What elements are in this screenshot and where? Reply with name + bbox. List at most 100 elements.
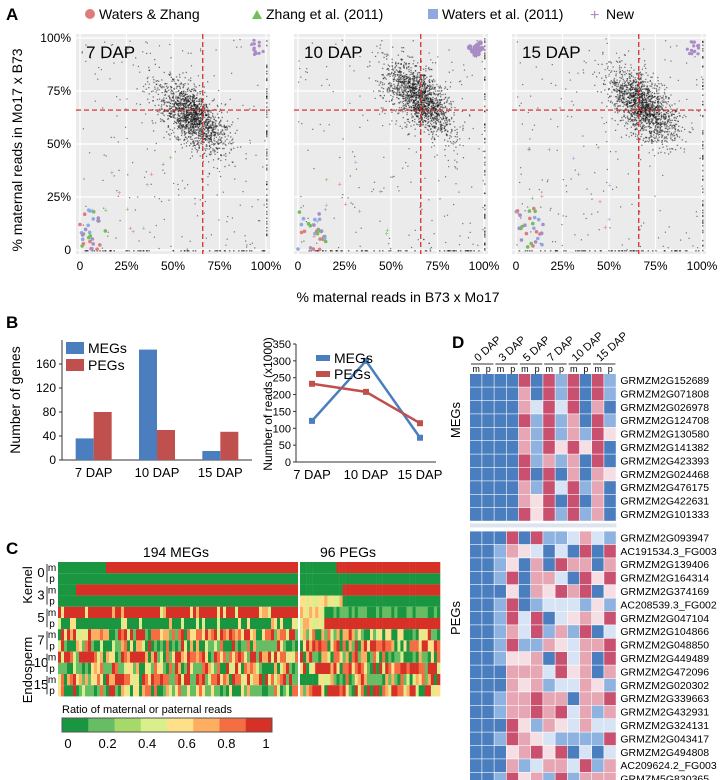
scatter-point xyxy=(655,132,657,134)
scatter-point xyxy=(158,111,160,113)
scatter-point xyxy=(176,104,178,106)
scatter-point xyxy=(426,103,428,105)
scatter-point xyxy=(179,95,181,97)
scatter-point xyxy=(484,234,486,236)
scatter-point xyxy=(177,104,180,106)
scatter-point xyxy=(409,79,411,81)
scatter-point xyxy=(616,100,618,102)
scatter-point xyxy=(408,133,410,135)
scatter-point xyxy=(634,91,636,93)
scatter-point xyxy=(412,56,414,58)
scatter-point xyxy=(423,75,425,77)
scatter-point xyxy=(433,93,435,95)
scatter-point xyxy=(170,116,172,118)
scatter-point xyxy=(189,89,191,91)
scatter-point xyxy=(220,132,222,134)
scatter-point xyxy=(650,85,653,87)
scatter-point xyxy=(625,108,627,110)
imprinted-gene-marker: + xyxy=(90,208,94,215)
scatter-point xyxy=(633,99,635,101)
scatter-point xyxy=(416,85,418,87)
scatter-point xyxy=(414,93,417,95)
scatter-point xyxy=(434,98,436,100)
scatter-point xyxy=(391,90,393,93)
scatter-point xyxy=(645,104,647,106)
scatter-point xyxy=(653,105,656,107)
scatter-point xyxy=(444,87,446,90)
scatter-point xyxy=(300,207,302,209)
scatter-point xyxy=(201,109,203,112)
scatter-point xyxy=(666,119,669,121)
scatter-point xyxy=(214,140,216,142)
scatter-point xyxy=(434,94,436,96)
scatter-point xyxy=(178,94,180,96)
imprinted-gene-marker: + xyxy=(354,160,358,167)
scatter-point xyxy=(647,89,649,91)
scatter-point xyxy=(391,66,394,68)
scatter-point xyxy=(452,143,454,145)
scatter-point xyxy=(400,110,402,112)
scatter-point xyxy=(172,110,175,112)
scatter-point xyxy=(440,129,442,132)
scatter-point xyxy=(160,100,162,103)
scatter-point xyxy=(635,99,637,101)
scatter-point xyxy=(170,57,172,59)
scatter-point xyxy=(200,50,202,52)
scatter-point xyxy=(254,247,256,249)
scatter-point xyxy=(622,88,624,90)
scatter-point xyxy=(208,103,211,105)
scatter-point xyxy=(629,73,631,76)
scatter-point xyxy=(381,82,384,84)
scatter-point xyxy=(416,108,418,110)
scatter-point xyxy=(386,74,388,76)
scatter-point xyxy=(429,93,431,95)
scatter-point xyxy=(203,121,205,123)
scatter-point xyxy=(161,104,163,106)
scatter-point xyxy=(412,63,414,65)
scatter-point xyxy=(641,104,644,107)
scatter-point xyxy=(166,87,168,89)
scatter-point xyxy=(418,107,420,109)
scatter-point xyxy=(266,95,268,98)
scatter-point xyxy=(199,118,202,120)
scatter-point xyxy=(105,155,107,157)
scatter-point xyxy=(430,93,433,96)
scatter-point xyxy=(187,124,189,126)
scatter-point xyxy=(433,118,435,120)
scatter-point xyxy=(382,77,385,80)
scatter-point xyxy=(635,133,637,135)
scatter-point xyxy=(164,88,166,91)
scatter-point xyxy=(403,83,405,85)
scatter-point xyxy=(420,103,422,106)
imprinted-gene-marker: + xyxy=(128,226,132,233)
scatter-point xyxy=(621,97,623,99)
scatter-point xyxy=(446,110,448,112)
scatter-point xyxy=(420,94,422,97)
scatter-point xyxy=(398,94,400,96)
scatter-point xyxy=(197,128,199,131)
scatter-point xyxy=(104,41,106,43)
scatter-point xyxy=(212,128,215,130)
scatter-point xyxy=(213,125,215,127)
scatter-point xyxy=(389,87,391,89)
scatter-point xyxy=(438,114,440,116)
imprinted-gene-marker xyxy=(308,223,313,228)
scatter-point xyxy=(650,101,652,103)
scatter-point xyxy=(435,111,437,114)
scatter-point xyxy=(629,70,631,72)
scatter-point xyxy=(423,238,425,241)
scatter-point xyxy=(208,250,211,252)
scatter-point xyxy=(412,78,414,80)
scatter-point xyxy=(266,113,268,116)
scatter-point xyxy=(190,133,192,135)
scatter-point xyxy=(416,112,419,114)
scatter-point xyxy=(394,71,396,73)
scatter-point xyxy=(667,128,669,130)
scatter-point xyxy=(617,99,619,101)
scatter-point xyxy=(649,127,651,129)
scatter-point xyxy=(432,79,435,81)
scatter-point xyxy=(399,75,401,77)
scatter-point xyxy=(638,79,640,81)
scatter-point xyxy=(179,123,182,125)
scatter-point xyxy=(194,126,197,128)
